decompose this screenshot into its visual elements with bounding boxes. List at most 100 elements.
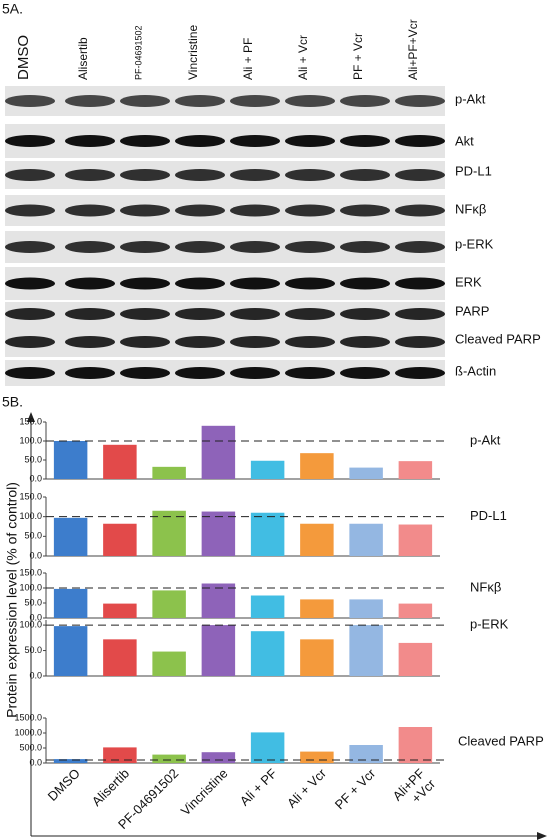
bar [103, 747, 137, 763]
bar [349, 599, 383, 618]
blot-band [65, 336, 115, 348]
bar [300, 523, 334, 556]
blot-band [65, 169, 115, 181]
blot-band [340, 367, 390, 379]
blot-band [395, 336, 445, 348]
blot-band [230, 336, 280, 348]
bar [201, 583, 236, 618]
bar [349, 467, 383, 479]
blot-band [340, 135, 390, 147]
bar [300, 453, 334, 479]
bar [201, 511, 236, 556]
bar [250, 732, 285, 763]
y-tick-label: 150.0 [19, 416, 42, 426]
bar [349, 523, 383, 556]
blot-band [5, 95, 55, 107]
bar [398, 727, 433, 763]
bar [103, 444, 137, 479]
blot-band [285, 308, 335, 320]
blot-band [120, 135, 170, 147]
blot-band [395, 277, 445, 290]
bar [152, 754, 186, 763]
blot-band [65, 308, 115, 320]
blot-band [285, 169, 335, 181]
blot-band [230, 204, 280, 217]
blot-band [175, 169, 225, 181]
blot-band [5, 308, 55, 320]
blot-band [395, 95, 445, 107]
y-tick-label: 150.0 [19, 491, 42, 501]
y-tick-label: 150.0 [19, 567, 42, 577]
blot-band [285, 95, 335, 107]
bar [250, 631, 285, 676]
blot-band [340, 241, 390, 253]
bar [398, 642, 433, 676]
blot-band [175, 241, 225, 253]
bar [201, 752, 236, 763]
bar [250, 512, 285, 556]
bar [398, 524, 433, 556]
y-tick-label: 50.0 [24, 454, 42, 464]
bar [53, 626, 88, 676]
bar [53, 517, 88, 556]
lane-label: PF + Vcr [351, 33, 365, 80]
blot-band [230, 277, 280, 290]
blot-band [395, 367, 445, 379]
y-tick-label: 50.0 [24, 531, 42, 541]
protein-label: NFκβ [455, 201, 486, 216]
bar [152, 651, 186, 676]
y-tick-label: 1000.0 [14, 727, 42, 737]
protein-label: ß-Actin [455, 363, 496, 378]
blot-band [5, 367, 55, 379]
bar [201, 625, 236, 676]
bar [250, 595, 285, 618]
blot-band [65, 135, 115, 147]
y-tick-label: 500.0 [19, 742, 42, 752]
blot-band [120, 336, 170, 348]
bar [53, 588, 88, 618]
lane-label: Ali + PF [241, 38, 255, 80]
blot-band [120, 241, 170, 253]
bar [398, 461, 433, 479]
bar [300, 751, 334, 763]
bar [152, 590, 186, 618]
blot-band [230, 169, 280, 181]
blot-band [120, 95, 170, 107]
bar [300, 599, 334, 618]
blot-band [5, 169, 55, 181]
lane-label: Vincristine [186, 25, 200, 80]
bar [250, 460, 285, 479]
blot-band [395, 204, 445, 217]
blot-band [65, 277, 115, 290]
lane-label: Ali+PF+Vcr [406, 19, 420, 80]
bar [300, 639, 334, 676]
blot-band [175, 135, 225, 147]
blot-band [285, 135, 335, 147]
panel-b-label: 5B. [2, 394, 23, 410]
protein-label: p-Akt [455, 91, 486, 106]
blot-band [120, 308, 170, 320]
blot-band [230, 241, 280, 253]
blot-band [175, 95, 225, 107]
protein-label: PARP [455, 303, 489, 318]
panel-title: PD-L1 [470, 508, 507, 523]
bar [103, 523, 137, 556]
bar [103, 639, 137, 676]
blot-band [175, 277, 225, 290]
blot-band [5, 241, 55, 253]
blot-band [120, 204, 170, 217]
lane-label: Alisertib [76, 37, 90, 80]
bar [152, 510, 186, 556]
blot-band [285, 204, 335, 217]
panel-title: NFκβ [470, 579, 501, 594]
blot-band [285, 336, 335, 348]
blot-band [340, 336, 390, 348]
bar [53, 441, 88, 479]
blot-band [175, 336, 225, 348]
blot-band [65, 367, 115, 379]
bar [398, 603, 433, 618]
protein-label: ERK [455, 274, 482, 289]
y-tick-label: 0.0 [29, 550, 42, 560]
protein-label: p-ERK [455, 236, 494, 251]
